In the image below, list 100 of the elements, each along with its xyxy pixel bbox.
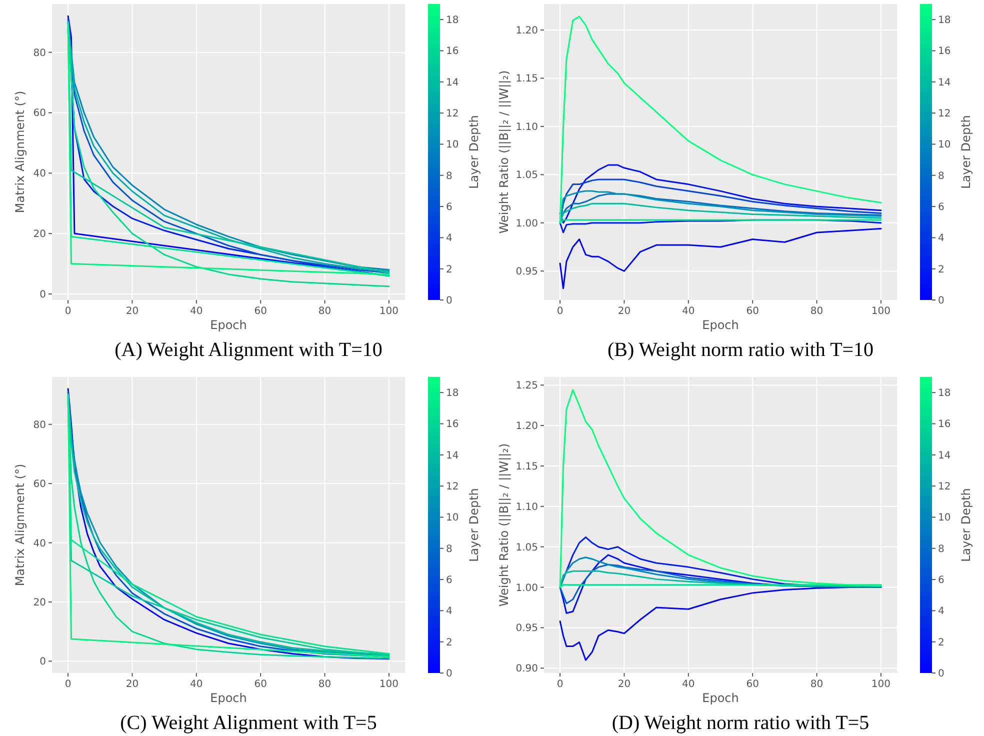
- x-tick-label: 100: [379, 306, 398, 317]
- x-axis-title: Epoch: [702, 691, 739, 705]
- x-tick-label: 100: [871, 306, 890, 317]
- color-bar-label: 10: [938, 140, 951, 151]
- y-axis-title: Weight Ratio (||B||₂ / ||W||₂): [497, 443, 511, 607]
- y-tick-label: 1.05: [516, 542, 538, 554]
- color-bar-label: 12: [938, 108, 951, 120]
- color-bar-label: 18: [938, 388, 951, 400]
- color-bar-label: 4: [446, 606, 452, 618]
- color-bar-label: 6: [446, 575, 452, 586]
- color-bar-label: 14: [938, 77, 951, 88]
- x-tick-label: 80: [810, 679, 824, 690]
- color-bar-label: 0: [938, 668, 944, 680]
- y-axis-title: Weight Ratio (||B||₂ / ||W||₂): [497, 70, 511, 234]
- color-bar-label: 10: [446, 512, 459, 524]
- x-axis-title: Epoch: [210, 318, 247, 332]
- y-tick-label: 1.00: [516, 582, 538, 594]
- x-tick-label: 0: [64, 306, 72, 317]
- color-bar-label: 12: [446, 482, 459, 493]
- color-bar-label: 10: [938, 512, 951, 524]
- text: (A) Weight Alignment with T=10: [114, 339, 382, 361]
- x-tick-label: 100: [871, 679, 890, 690]
- color-bar-label: 10: [446, 140, 459, 151]
- color-bar-label: 16: [446, 419, 459, 430]
- color-bar-label: 18: [446, 15, 459, 26]
- color-bar-label: 6: [938, 575, 944, 586]
- y-tick-label: 0.90: [516, 664, 538, 675]
- color-bar-label: 18: [446, 388, 459, 400]
- y-axis-title: Matrix Alignment (°): [13, 90, 27, 214]
- y-tick-label: 40: [33, 538, 46, 550]
- y-tick-label: 20: [33, 229, 46, 240]
- x-tick-label: 0: [556, 679, 564, 690]
- x-tick-label: 0: [556, 306, 564, 317]
- x-tick-label: 40: [682, 306, 695, 317]
- color-bar-label: 8: [446, 544, 452, 555]
- y-tick-label: 60: [33, 108, 46, 120]
- color-bar-label: 14: [938, 450, 951, 462]
- y-tick-label: 1.05: [516, 170, 538, 182]
- y-tick-label: 20: [33, 597, 46, 608]
- color-bar-label: 14: [446, 77, 459, 88]
- x-axis-title: Epoch: [702, 318, 739, 332]
- x-tick-label: 80: [318, 679, 332, 690]
- x-tick-label: 20: [126, 679, 139, 690]
- color-bar-label: 2: [446, 637, 452, 648]
- x-tick-label: 20: [618, 306, 631, 317]
- x-tick-label: 0: [64, 679, 72, 690]
- text: (D) Weight norm ratio with T=5: [612, 712, 870, 734]
- y-tick-label: 0: [40, 656, 46, 668]
- x-tick-label: 60: [746, 679, 759, 690]
- x-tick-label: 80: [810, 306, 824, 317]
- x-tick-label: 20: [618, 679, 631, 690]
- text: (C) Weight Alignment with T=5: [120, 712, 377, 734]
- color-bar-title: Layer Depth: [959, 115, 973, 189]
- y-axis-title: Matrix Alignment (°): [13, 464, 27, 586]
- color-bar-label: 2: [938, 264, 944, 276]
- y-tick-label: 40: [33, 168, 46, 180]
- y-tick-label: 0.95: [516, 623, 538, 634]
- color-bar-title: Layer Depth: [959, 488, 973, 562]
- x-tick-label: 60: [746, 306, 759, 317]
- y-tick-label: 1.10: [516, 122, 538, 133]
- y-tick-label: 80: [33, 420, 46, 431]
- x-tick-label: 80: [318, 306, 332, 317]
- color-bar-label: 2: [938, 637, 944, 648]
- x-tick-label: 40: [190, 306, 203, 317]
- x-axis-title: Epoch: [210, 691, 247, 705]
- y-tick-label: 0.95: [516, 266, 538, 278]
- color-bar-label: 2: [446, 264, 452, 276]
- color-bar-label: 16: [938, 46, 951, 58]
- color-bar-label: 12: [446, 108, 459, 120]
- x-tick-label: 40: [190, 679, 203, 690]
- y-tick-label: 1.10: [516, 502, 538, 513]
- x-tick-label: 20: [126, 306, 139, 317]
- color-bar-label: 0: [446, 296, 452, 306]
- color-bar-label: 4: [938, 233, 944, 244]
- color-bar-title: Layer Depth: [467, 115, 481, 189]
- y-tick-label: 1.20: [516, 26, 538, 37]
- y-tick-label: 1.20: [516, 421, 538, 432]
- color-bar-label: 6: [446, 202, 452, 214]
- color-bar-label: 6: [938, 202, 944, 214]
- x-tick-label: 40: [682, 679, 695, 690]
- y-tick-label: 1.15: [516, 461, 538, 472]
- y-tick-label: 0: [40, 289, 46, 300]
- color-bar-label: 8: [938, 544, 944, 555]
- color-bar-label: 14: [446, 450, 459, 462]
- color-bar-label: 0: [446, 668, 452, 680]
- text: (B) Weight norm ratio with T=10: [607, 339, 874, 361]
- color-bar-label: 16: [938, 419, 951, 430]
- y-tick-label: 60: [33, 479, 46, 490]
- color-bar-label: 4: [938, 606, 944, 618]
- x-tick-label: 100: [379, 679, 398, 690]
- color-bar-label: 4: [446, 233, 452, 244]
- color-bar-label: 12: [938, 482, 951, 493]
- y-tick-label: 1.25: [516, 380, 538, 392]
- color-bar-label: 8: [938, 170, 944, 182]
- color-bar-label: 8: [446, 170, 452, 182]
- color-bar-label: 16: [446, 46, 459, 58]
- color-bar-label: 18: [938, 15, 951, 26]
- color-bar-label: 0: [938, 296, 944, 306]
- color-bar-title: Layer Depth: [467, 488, 481, 562]
- x-tick-label: 60: [254, 306, 267, 317]
